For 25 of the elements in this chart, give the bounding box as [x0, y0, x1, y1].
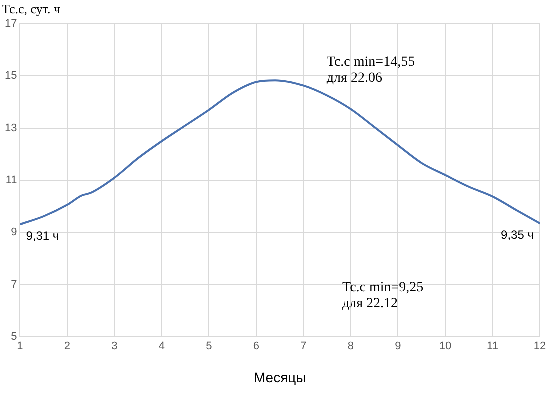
- x-tick-label: 12: [534, 340, 546, 353]
- y-tick-label: 5: [11, 331, 18, 344]
- y-axis-title: Тс.с, сут. ч: [2, 1, 62, 16]
- x-tick-label: 11: [487, 340, 498, 353]
- annotation: Tc.c min=14,55 для 22.06: [326, 54, 416, 86]
- x-tick-label: 8: [348, 340, 354, 353]
- annotation: 9,31 ч: [26, 228, 60, 243]
- annotation: 9,35 ч: [501, 228, 534, 242]
- x-tick-label: 10: [439, 340, 452, 353]
- x-tick-label: 4: [158, 340, 166, 353]
- y-tick-label: 17: [4, 18, 18, 30]
- x-axis-title: Месяцы: [254, 369, 306, 386]
- x-tick-label: 6: [253, 340, 260, 353]
- annotation: Tc.c min=9,25 для 22.12: [342, 280, 424, 312]
- y-tick-label: 15: [4, 70, 18, 82]
- x-tick-label: 2: [64, 340, 71, 353]
- x-tick-label: 1: [17, 340, 24, 353]
- x-tick-label: 3: [112, 340, 118, 353]
- x-tick-label: 9: [395, 340, 402, 353]
- y-tick-label: 7: [11, 278, 18, 291]
- y-tick-label: 9: [11, 226, 18, 239]
- x-tick-label: 5: [206, 340, 212, 353]
- x-tick-label: 7: [300, 340, 307, 353]
- y-tick-label: 11: [6, 174, 18, 187]
- y-tick-label: 13: [4, 122, 18, 134]
